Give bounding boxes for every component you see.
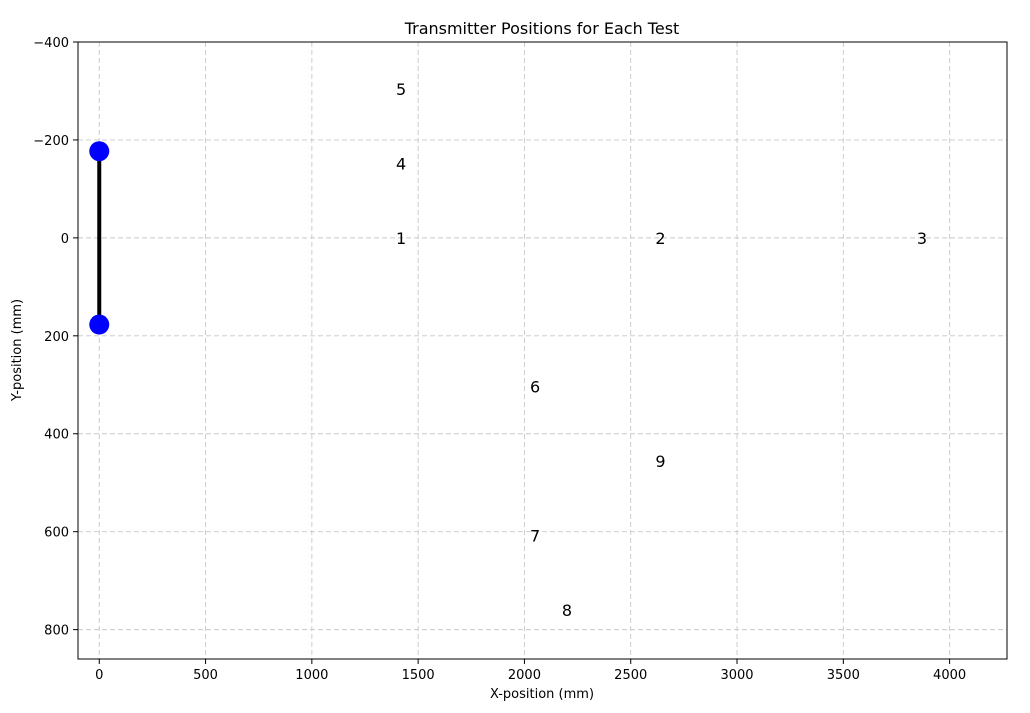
receiver-point [89,314,110,335]
x-tick-label: 2000 [508,668,541,683]
y-tick-label: 200 [44,330,69,345]
y-tick-label: 800 [44,624,69,639]
y-tick-label: −400 [33,36,69,51]
y-tick-label: 600 [44,526,69,541]
receiver-point [89,141,110,162]
transmitter-label: 6 [530,378,540,397]
y-tick-label: −200 [33,134,69,149]
y-axis-title: Y-position (mm) [10,299,25,402]
x-tick-label: 0 [95,668,103,683]
chart-title: Transmitter Positions for Each Test [404,19,680,38]
x-tick-label: 2500 [614,668,647,683]
plot-frame [77,41,1008,660]
y-tick-label: 0 [61,232,69,247]
axis-ticks: 0 500 1000 1500 2000 2500 3000 3500 4000−400−200… [33,36,966,683]
transmitter-label: 4 [396,154,406,173]
x-tick-label: 1500 [402,668,435,683]
transmitter-label: 1 [396,229,406,248]
transmitter-label: 3 [917,229,927,248]
transmitter-label: 2 [655,229,665,248]
transmitter-label: 5 [396,80,406,99]
grid [78,41,1007,659]
x-tick-label: 3000 [720,668,753,683]
transmitter-label: 9 [655,452,665,471]
x-tick-label: 500 [193,668,218,683]
transmitter-label: 7 [530,527,540,546]
transmitter-label: 8 [562,601,572,620]
plot-marks: 1 2 3 4 5 6 7 8 9 [89,80,927,620]
x-tick-label: 1000 [295,668,328,683]
x-axis-title: X-position (mm) [490,687,594,702]
x-tick-label: 4000 [933,668,966,683]
x-tick-label: 3500 [827,668,860,683]
y-tick-label: 400 [44,428,69,443]
